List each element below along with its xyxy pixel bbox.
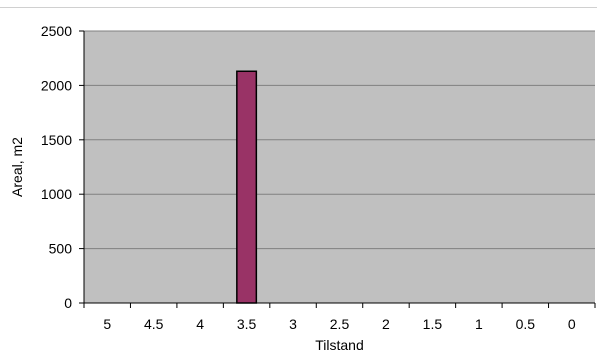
bars	[236, 70, 258, 304]
chart-frame-top	[0, 7, 597, 8]
y-axis-title: Areal, m2	[9, 137, 25, 197]
x-tick-label: 4	[196, 316, 204, 332]
plot-area	[84, 31, 595, 303]
y-tick-label: 1000	[41, 186, 72, 202]
y-tick-label: 2500	[41, 23, 72, 39]
x-tick-label: 3	[289, 316, 297, 332]
x-tick-label: 2.5	[330, 316, 350, 332]
y-tick-label: 500	[49, 241, 73, 257]
bar	[236, 70, 258, 304]
gridlines	[84, 30, 595, 250]
x-tick-label: 3.5	[237, 316, 257, 332]
x-axis-title: Tilstand	[315, 337, 364, 353]
x-tick-label: 2	[382, 316, 390, 332]
x-tick-label: 1.5	[423, 316, 443, 332]
x-tick-label: 0	[568, 316, 576, 332]
y-tick-label: 0	[64, 295, 72, 311]
x-tick-label: 4.5	[144, 316, 164, 332]
x-tick-label: 5	[103, 316, 111, 332]
y-tick-labels: 0 500 1000 1500 2000 2500	[41, 23, 72, 311]
axes	[79, 30, 596, 308]
x-tick-label: 0.5	[516, 316, 536, 332]
x-tick-labels: 5 4.5 4 3.5 3 2.5 2 1.5 1 0.5 0	[103, 316, 576, 332]
y-tick-label: 1500	[41, 132, 72, 148]
x-tick-label: 1	[475, 316, 483, 332]
y-tick-label: 2000	[41, 77, 72, 93]
